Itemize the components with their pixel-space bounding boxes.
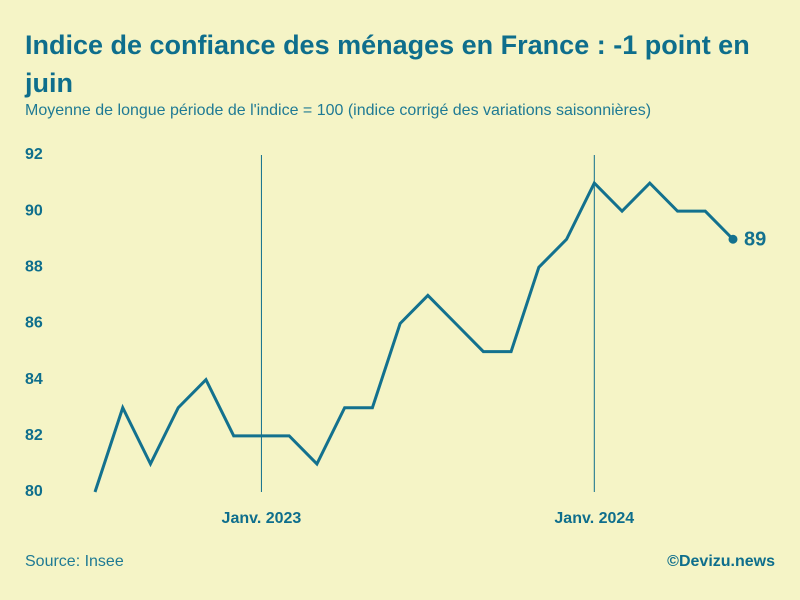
y-tick-label: 80 — [25, 483, 43, 500]
data-label: 89 — [744, 229, 766, 251]
x-tick-label: Janv. 2024 — [554, 510, 634, 527]
x-tick-label: Janv. 2023 — [222, 510, 302, 527]
y-tick-label: 90 — [25, 202, 43, 219]
y-tick-label: 84 — [25, 371, 43, 388]
chart-title: Indice de confiance des ménages en Franc… — [25, 30, 750, 98]
chart-subtitle: Moyenne de longue période de l'indice = … — [25, 102, 652, 119]
line — [93, 180, 735, 493]
y-tick-label: 86 — [25, 315, 43, 332]
y-tick-label: 92 — [25, 146, 43, 163]
y-tick-label: 88 — [25, 259, 43, 276]
y-tick-label: 82 — [25, 427, 43, 444]
end-point — [728, 234, 738, 244]
credit: ©Devizu.news — [667, 553, 775, 570]
source: Source: Insee — [25, 553, 124, 570]
